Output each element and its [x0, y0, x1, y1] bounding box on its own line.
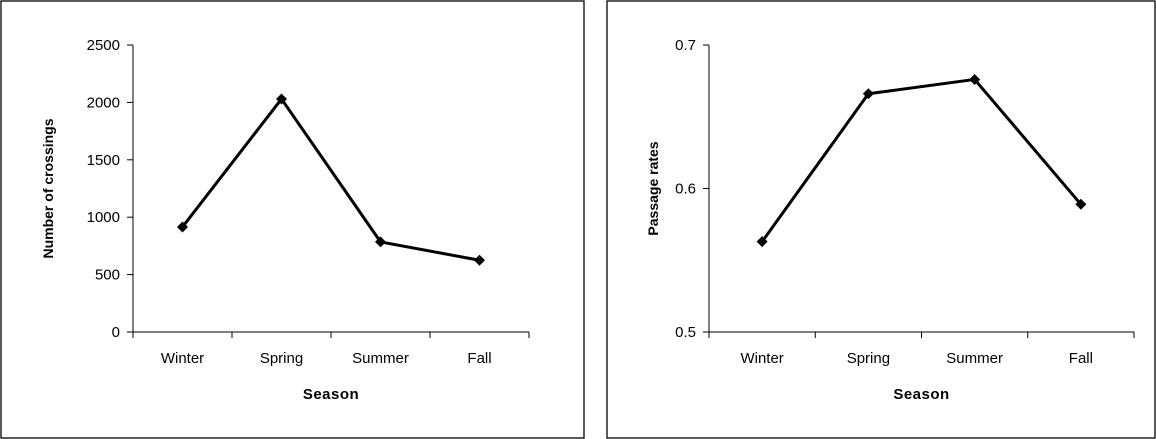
data-point-marker — [474, 254, 485, 266]
passage-rates-chart: 0.5 0.6 0.7 Winter Spring Summer Fall Season Pas… — [606, 0, 1156, 439]
data-point-marker — [756, 236, 768, 248]
data-point-marker — [276, 93, 287, 105]
chart-panel-crossings: 0 500 1000 1500 2000 2500 Winter Spring Summer Fa… — [0, 0, 585, 439]
y-tick-label: 2500 — [87, 37, 120, 54]
y-tick-label: 1500 — [87, 152, 120, 169]
y-tick-label: 2000 — [87, 94, 120, 111]
y-tick-label: 0.5 — [675, 324, 696, 341]
crossings-chart: 0 500 1000 1500 2000 2500 Winter Spring Summer Fa… — [0, 0, 585, 439]
x-tick-label: Winter — [161, 350, 204, 367]
data-point-marker — [1075, 198, 1087, 210]
x-tick-label: Spring — [847, 350, 890, 367]
series-line — [181, 97, 480, 262]
y-tick-label: 0.7 — [675, 37, 696, 54]
data-point-marker — [375, 236, 386, 248]
x-tick-label: Spring — [260, 350, 303, 367]
x-tick-label: Winter — [740, 350, 783, 367]
x-axis-title: Season — [893, 386, 949, 403]
y-tick-label: 1000 — [87, 209, 120, 226]
data-point-marker — [862, 88, 874, 100]
chart-panel-passage-rates: 0.5 0.6 0.7 Winter Spring Summer Fall Season Pas… — [606, 0, 1156, 439]
data-point-marker — [969, 73, 981, 85]
series-line — [760, 77, 1083, 243]
x-tick-label: Fall — [1069, 350, 1093, 367]
y-tick-label: 0.6 — [675, 181, 696, 198]
x-axis-title: Season — [303, 386, 359, 403]
y-tick-label: 500 — [95, 267, 120, 284]
x-tick-label: Summer — [352, 350, 409, 367]
x-tick-label: Fall — [467, 350, 491, 367]
chart-border — [606, 0, 1156, 439]
y-axis-title: Passage rates — [645, 141, 661, 235]
y-tick-label: 0 — [112, 324, 120, 341]
y-axis-title: Number of crossings — [40, 118, 56, 258]
x-tick-label: Summer — [946, 350, 1003, 367]
chart-border — [0, 0, 585, 439]
data-point-marker — [177, 221, 188, 233]
